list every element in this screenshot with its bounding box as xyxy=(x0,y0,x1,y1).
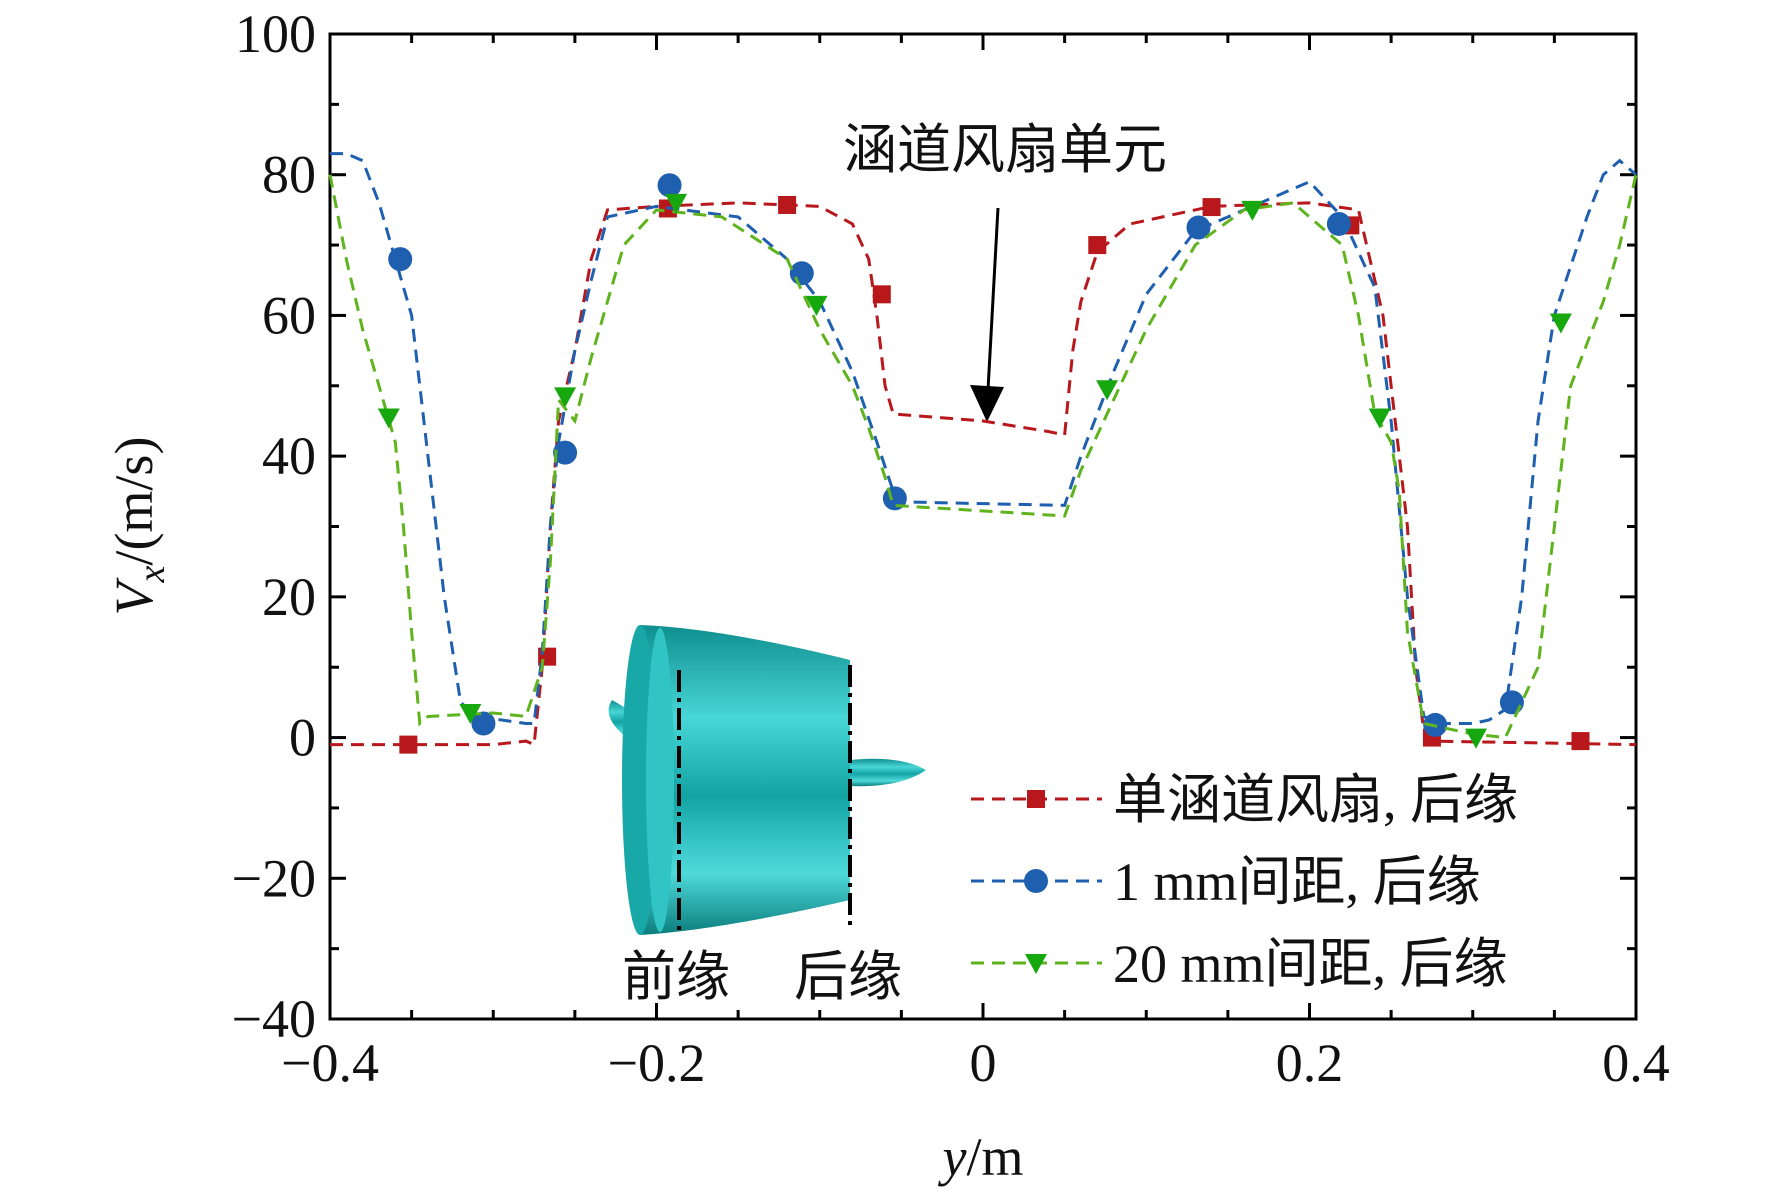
series-line xyxy=(330,152,1637,725)
marker xyxy=(665,193,688,214)
marker xyxy=(1096,380,1119,401)
y-tick-label: 40 xyxy=(262,426,316,486)
y-tick-label: 60 xyxy=(262,285,316,345)
marker xyxy=(1368,408,1391,429)
annotation: 涵道风扇单元 xyxy=(843,120,1167,180)
inset-label: 前缘 xyxy=(622,947,730,1007)
marker xyxy=(805,295,828,316)
series-line xyxy=(330,201,1637,747)
inset-spinner xyxy=(850,758,926,787)
marker xyxy=(553,440,578,465)
x-tick-label: −0.4 xyxy=(281,1033,379,1093)
marker xyxy=(657,173,682,198)
inset-duct xyxy=(640,625,850,935)
legend-label: 1 mm间距, 后缘 xyxy=(1113,852,1481,912)
x-tick-label: 0.4 xyxy=(1602,1033,1670,1093)
legend-marker xyxy=(1027,790,1045,808)
marker xyxy=(377,408,400,429)
legend-label: 20 mm间距, 后缘 xyxy=(1113,934,1508,994)
inset-fan: 前缘 后缘 xyxy=(608,625,926,1007)
legend-marker xyxy=(1024,869,1048,893)
x-label-unit: /m xyxy=(966,1127,1023,1187)
marker xyxy=(789,261,814,286)
marker xyxy=(1088,236,1107,255)
x-tick-label: 0 xyxy=(970,1033,997,1093)
y-tick-label: 80 xyxy=(262,145,316,205)
y-axis-label: Vx/(m/s) xyxy=(104,437,173,616)
y-label-var: V xyxy=(104,576,164,615)
marker xyxy=(1202,198,1221,217)
marker xyxy=(1326,211,1351,236)
y-label-unit: /(m/s) xyxy=(104,437,164,566)
marker xyxy=(872,285,891,304)
y-tick-label: 0 xyxy=(289,708,316,768)
x-tick-label: −0.2 xyxy=(608,1033,706,1093)
inset-label: 后缘 xyxy=(794,947,902,1007)
y-tick-label: −20 xyxy=(232,848,316,908)
marker xyxy=(399,735,418,754)
y-tick-label: 20 xyxy=(262,567,316,627)
marker xyxy=(778,195,797,214)
annotation-arrow xyxy=(986,207,1000,391)
x-axis-label: y/m xyxy=(938,1127,1024,1187)
marker xyxy=(1465,728,1488,749)
series-line xyxy=(328,174,1638,740)
marker xyxy=(459,703,482,724)
marker xyxy=(554,387,577,408)
annotation-arrowhead xyxy=(970,385,1004,422)
y-tick-label: 100 xyxy=(235,4,316,64)
marker xyxy=(1186,215,1211,240)
legend-label: 单涵道风扇, 后缘 xyxy=(1113,770,1518,830)
plot-frame xyxy=(328,32,1638,1021)
y-tick-label: −40 xyxy=(232,989,316,1049)
marker xyxy=(1571,732,1590,751)
x-label-var: y xyxy=(938,1127,967,1187)
marker xyxy=(1499,690,1524,715)
marker xyxy=(1241,200,1264,221)
inset-rim xyxy=(646,628,674,932)
y-label-sub: x xyxy=(131,565,173,583)
legend-marker xyxy=(1025,954,1047,974)
marker xyxy=(1549,313,1572,334)
marker xyxy=(388,247,413,272)
marker xyxy=(471,711,496,736)
x-tick-label: 0.2 xyxy=(1276,1033,1344,1093)
